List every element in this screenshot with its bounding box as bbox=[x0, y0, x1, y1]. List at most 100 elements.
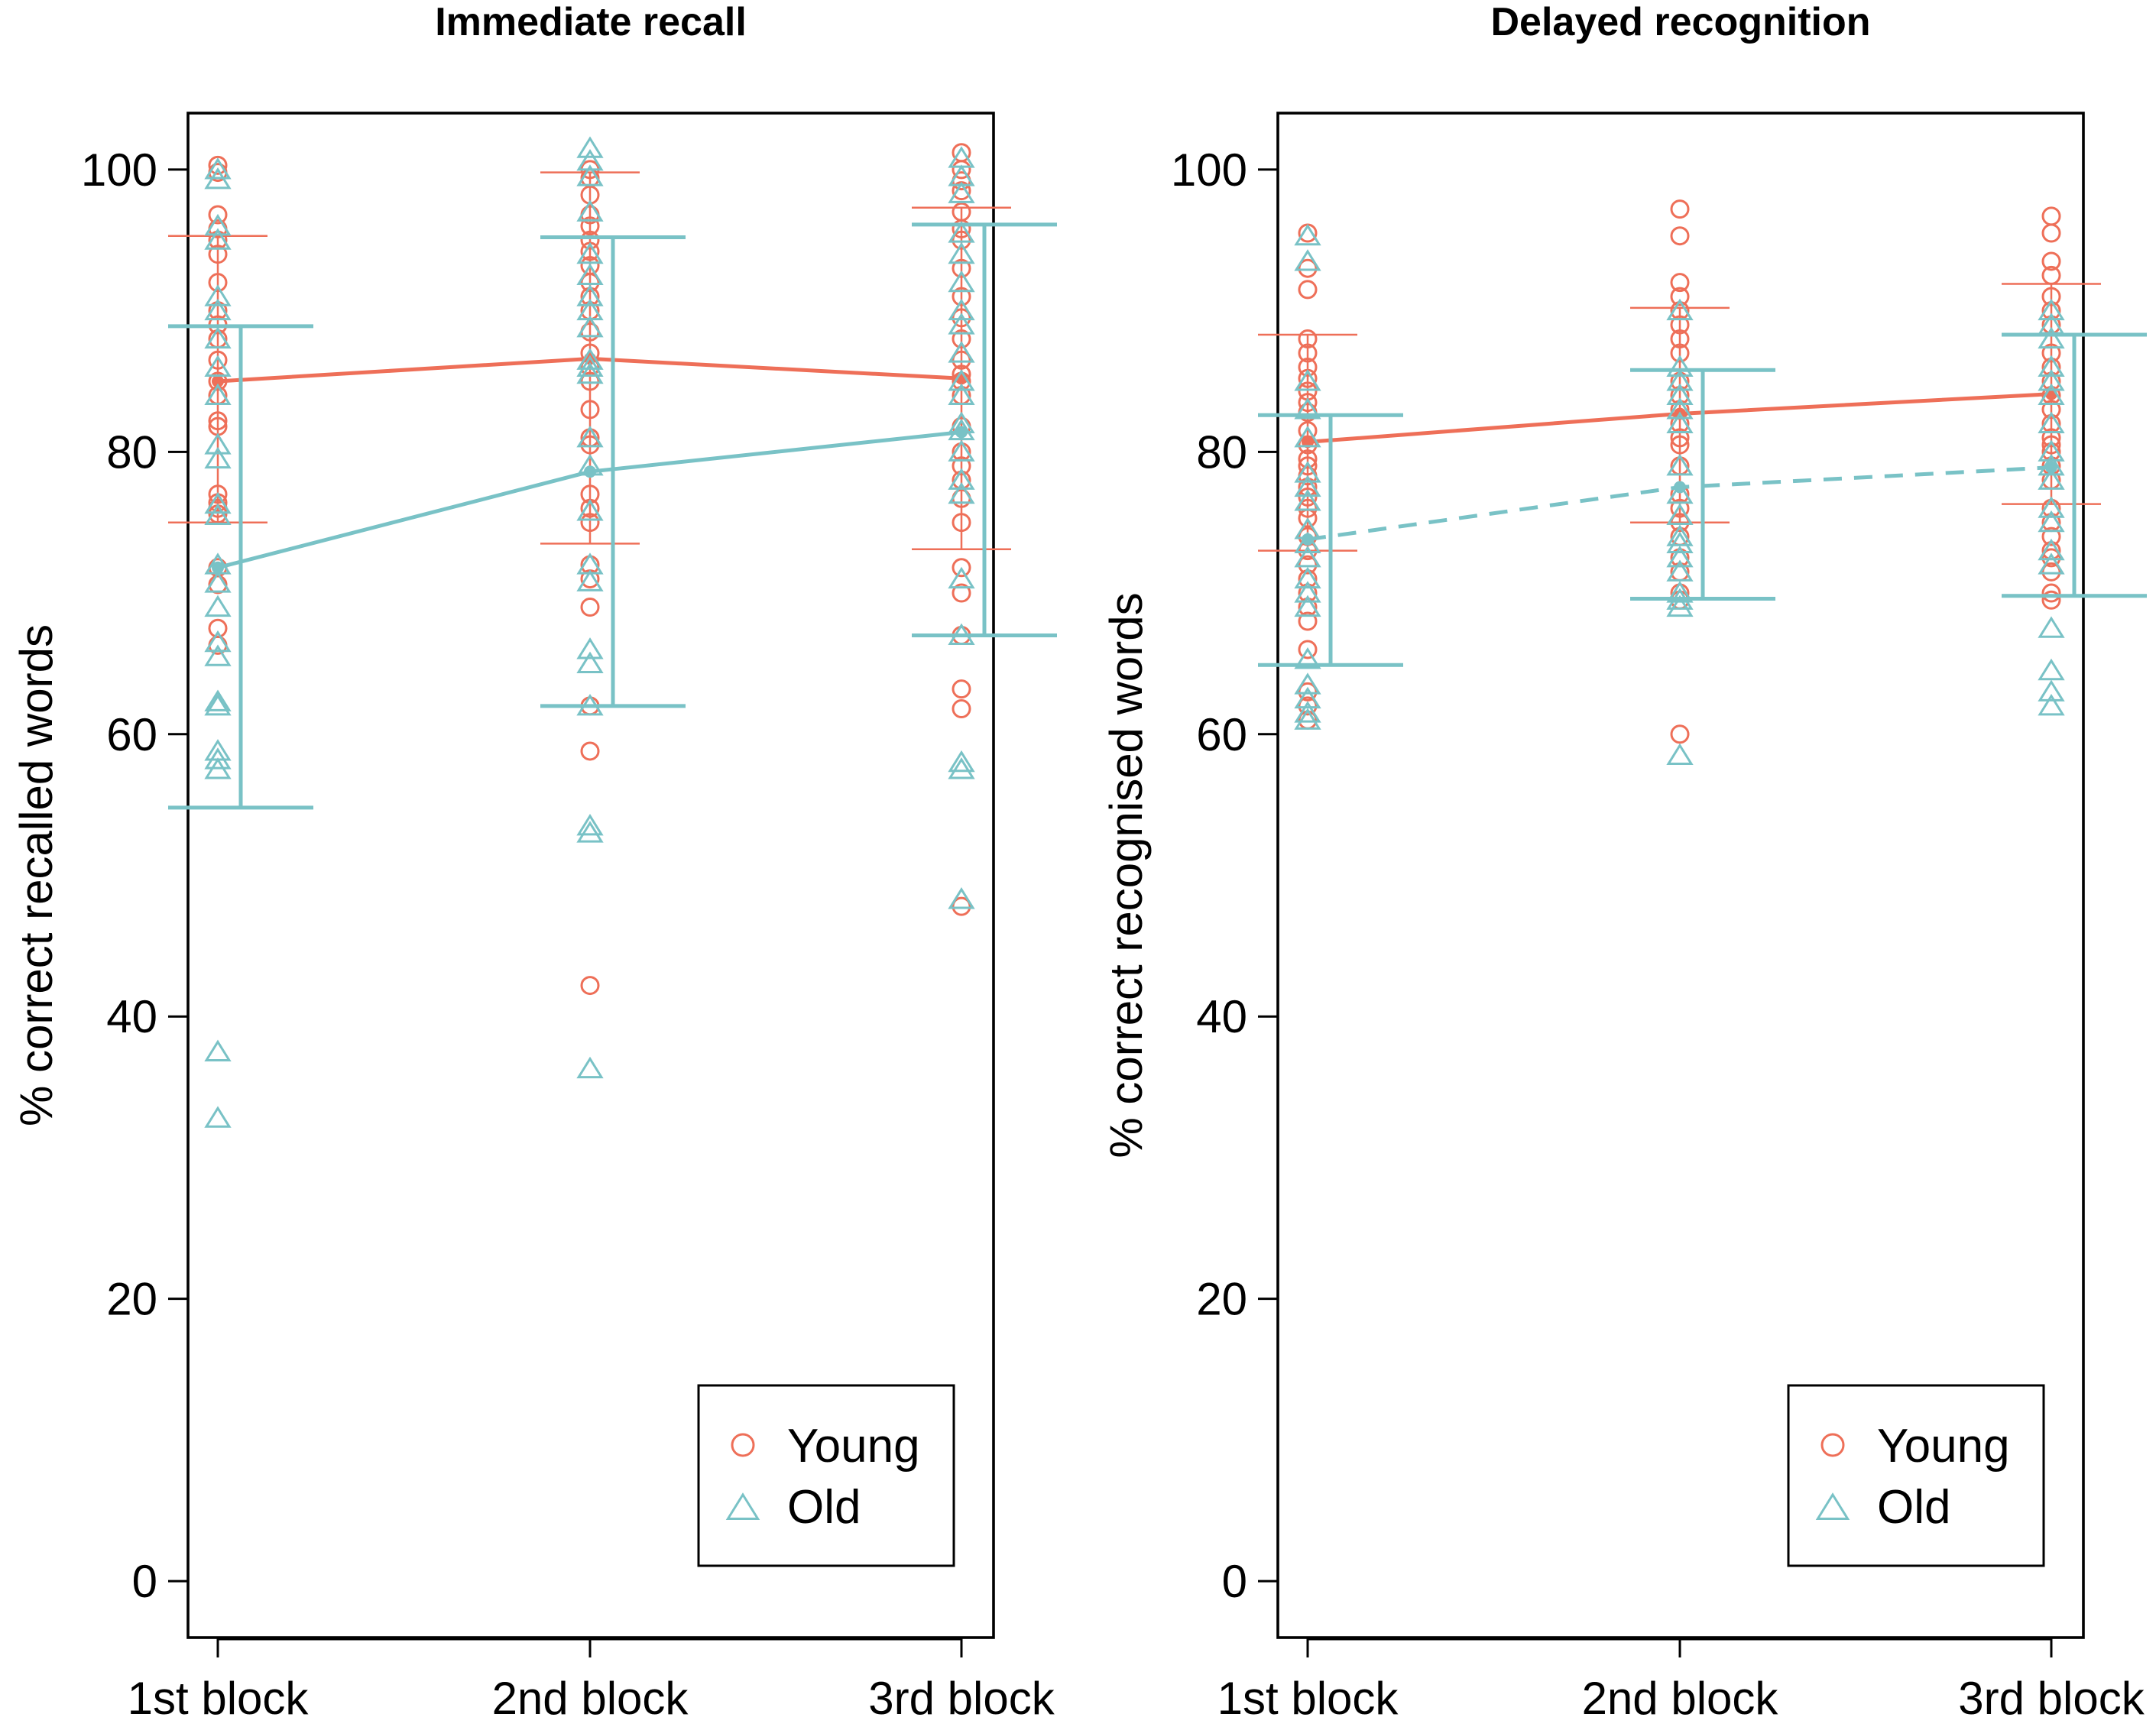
data-point-young bbox=[1670, 226, 1690, 246]
series-old bbox=[1258, 223, 2147, 766]
data-point-young bbox=[2041, 562, 2061, 582]
data-point-young bbox=[952, 679, 971, 699]
data-point-old bbox=[948, 369, 975, 391]
data-point-old bbox=[1294, 701, 1321, 723]
data-point-old bbox=[948, 481, 975, 504]
data-point-young bbox=[208, 155, 228, 175]
data-point-old bbox=[1666, 559, 1694, 582]
data-point-old bbox=[1294, 461, 1321, 483]
y-tick-label: 20 bbox=[1196, 1274, 1247, 1325]
mean-point bbox=[955, 426, 968, 439]
data-point-old bbox=[204, 433, 232, 455]
legend-marker-old bbox=[725, 1492, 760, 1520]
mean-point bbox=[1302, 533, 1314, 546]
mean-point bbox=[1674, 481, 1686, 494]
data-point-old bbox=[1294, 546, 1321, 568]
data-point-old bbox=[1666, 581, 1694, 603]
data-point-old bbox=[1666, 524, 1694, 546]
data-point-young bbox=[2041, 583, 2061, 603]
data-point-old bbox=[1666, 503, 1694, 526]
data-point-old bbox=[204, 644, 232, 666]
data-point-old bbox=[204, 1039, 232, 1061]
data-point-old bbox=[2038, 679, 2065, 701]
data-point-old bbox=[576, 199, 604, 222]
data-point-old bbox=[204, 503, 232, 526]
data-point-young bbox=[1670, 287, 1690, 306]
data-point-old bbox=[576, 361, 604, 384]
data-point-old bbox=[948, 468, 975, 490]
data-point-old bbox=[1294, 647, 1321, 669]
data-point-old bbox=[1666, 369, 1694, 391]
y-tick-label: 60 bbox=[1196, 709, 1247, 760]
data-point-old bbox=[576, 821, 604, 843]
data-point-old bbox=[1294, 223, 1321, 246]
data-point-old bbox=[576, 637, 604, 659]
data-point-old bbox=[576, 241, 604, 264]
data-point-old bbox=[2038, 510, 2065, 533]
data-point-old bbox=[1666, 298, 1694, 321]
chart-title: Delayed recognition bbox=[1491, 0, 1871, 44]
data-point-young bbox=[2041, 548, 2061, 568]
legend-label-young: Young bbox=[1877, 1420, 2010, 1473]
mean-point bbox=[584, 465, 596, 478]
mean-point bbox=[212, 374, 224, 387]
data-point-old bbox=[1666, 546, 1694, 568]
data-point-old bbox=[2038, 496, 2065, 518]
data-point-young bbox=[952, 583, 971, 603]
data-point-old bbox=[576, 814, 604, 836]
data-point-old bbox=[204, 298, 232, 321]
data-point-old bbox=[2038, 298, 2065, 321]
data-point-old bbox=[1294, 475, 1321, 497]
data-point-old bbox=[2038, 552, 2065, 575]
data-point-old bbox=[2038, 538, 2065, 561]
data-point-old bbox=[948, 181, 975, 203]
data-point-old bbox=[948, 439, 975, 462]
data-point-old bbox=[948, 313, 975, 335]
data-point-old bbox=[948, 341, 975, 363]
data-point-old bbox=[948, 241, 975, 264]
data-point-young bbox=[580, 976, 600, 996]
data-point-old bbox=[204, 167, 232, 190]
data-point-old bbox=[2038, 411, 2065, 433]
data-point-young bbox=[2041, 223, 2061, 243]
data-point-young bbox=[2041, 590, 2061, 610]
data-point-old bbox=[204, 689, 232, 711]
data-point-old bbox=[576, 136, 604, 158]
data-point-young bbox=[1670, 273, 1690, 293]
data-point-old bbox=[2038, 658, 2065, 681]
data-point-old bbox=[1294, 426, 1321, 448]
panel-immediate-recall: Immediate recall 0 20 40 60 80 100 1st block 2nd… bbox=[11, 0, 1057, 1724]
data-point-old bbox=[204, 383, 232, 405]
y-axis-label: % correct recalled words bbox=[11, 624, 62, 1126]
data-point-old bbox=[1294, 531, 1321, 553]
data-point-old bbox=[1294, 249, 1321, 271]
data-point-young bbox=[952, 699, 971, 719]
data-point-old bbox=[2038, 693, 2065, 716]
data-point-old bbox=[204, 326, 232, 349]
data-point-old bbox=[204, 571, 232, 593]
x-tick-label: 3rd block bbox=[1958, 1673, 2145, 1724]
legend-marker-old bbox=[1815, 1492, 1850, 1520]
x-tick-label: 2nd block bbox=[1582, 1673, 1779, 1724]
data-point-old bbox=[576, 263, 604, 285]
data-point-old bbox=[1294, 672, 1321, 695]
data-point-old bbox=[948, 750, 975, 773]
data-point-old bbox=[1294, 566, 1321, 589]
series-old bbox=[168, 136, 1057, 1128]
data-point-old bbox=[1666, 481, 1694, 504]
data-point-old bbox=[1294, 686, 1321, 709]
data-point-young bbox=[580, 598, 600, 617]
data-point-old bbox=[1666, 397, 1694, 420]
data-point-old bbox=[1666, 411, 1694, 433]
data-point-young bbox=[1298, 280, 1318, 300]
data-point-young bbox=[2041, 206, 2061, 226]
legend-label-old: Old bbox=[787, 1481, 861, 1534]
data-point-old bbox=[204, 157, 232, 180]
data-point-old bbox=[204, 757, 232, 779]
mean-point bbox=[1302, 436, 1314, 449]
y-tick-label: 60 bbox=[106, 709, 157, 760]
data-point-young bbox=[952, 896, 971, 916]
chart-title: Immediate recall bbox=[435, 0, 747, 44]
data-point-old bbox=[576, 148, 604, 171]
y-tick-label: 40 bbox=[1196, 991, 1247, 1042]
